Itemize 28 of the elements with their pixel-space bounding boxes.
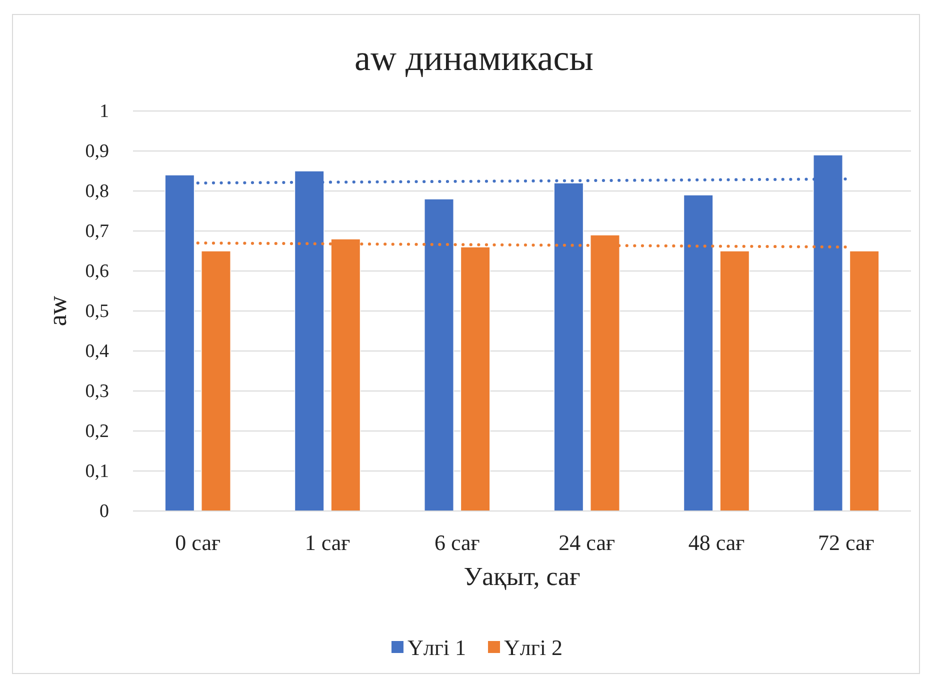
y-axis-title: aw: [43, 296, 72, 326]
bar: [683, 194, 714, 512]
y-tick-label: 0,8: [85, 181, 109, 202]
x-tick-label: 1 сағ: [304, 530, 350, 555]
chart-title: aw динамикасы: [354, 38, 594, 78]
y-tick-label: 0,6: [85, 261, 109, 282]
y-tick-label: 0,2: [85, 421, 109, 442]
y-tick-label: 0,4: [85, 341, 110, 362]
y-tick-label: 0: [100, 501, 109, 522]
y-tick-label: 0,3: [85, 381, 109, 402]
x-axis-title: Уақыт, сағ: [464, 562, 580, 591]
x-tick-label: 72 сағ: [818, 530, 874, 555]
y-tick-label: 0,9: [85, 141, 109, 162]
y-tick-label: 0,7: [85, 221, 109, 242]
y-tick-label: 0,1: [85, 461, 109, 482]
bar: [720, 250, 750, 512]
x-tick-label: 24 сағ: [558, 530, 615, 555]
bar: [424, 198, 454, 512]
y-tick-label: 0,5: [85, 301, 109, 322]
x-tick-label: 0 сағ: [175, 530, 220, 555]
y-tick-label: 1: [100, 101, 109, 122]
bar: [164, 174, 195, 512]
legend-label: Үлгі 1: [407, 635, 466, 660]
x-tick-label: 48 сағ: [688, 530, 745, 555]
legend-label: Үлгі 2: [504, 635, 563, 660]
bar: [201, 250, 231, 512]
bar: [849, 250, 880, 512]
x-tick-label: 6 сағ: [434, 530, 480, 555]
